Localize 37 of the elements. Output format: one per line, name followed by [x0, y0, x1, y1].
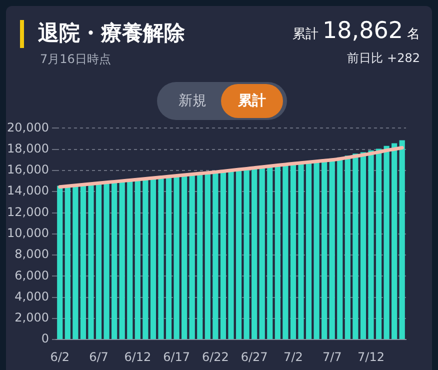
bar [376, 148, 382, 340]
bar [337, 157, 343, 340]
chart-title: 退院・療養解除 [38, 20, 185, 47]
bar [352, 154, 358, 340]
bar [368, 150, 374, 340]
x-tick-label: 7/7 [322, 350, 342, 364]
y-tick-label: 14,000 [6, 184, 49, 198]
x-tick-label: 7/12 [358, 350, 384, 364]
x-tick-label: 6/27 [240, 350, 268, 364]
y-tick-label: 12,000 [6, 204, 49, 219]
toggle-switch: 新規 累計 [157, 82, 287, 120]
bar [399, 140, 405, 340]
text: 前日比 +282 [347, 50, 420, 67]
bar [360, 152, 366, 340]
y-tick-label: 20,000 [6, 120, 49, 134]
bar [392, 143, 398, 340]
x-tick-label: 6/17 [163, 350, 190, 364]
y-tick-label: 6,000 [14, 268, 49, 282]
line-series [58, 146, 404, 189]
y-tick-label: 18,000 [6, 141, 49, 156]
x-tick-label: 6/2 [50, 350, 70, 364]
x-tick-label: 6/7 [89, 350, 108, 364]
chart-subtitle: 7月16日時点 [40, 51, 111, 68]
x-tick-label: 6/12 [124, 350, 152, 364]
bar [57, 186, 63, 340]
y-tick-label: 8,000 [14, 247, 49, 262]
y-tick-label: 4,000 [14, 289, 49, 304]
x-tick-label: 7/2 [284, 350, 303, 364]
bar [344, 156, 350, 340]
x-tick-label: 6/22 [202, 350, 229, 364]
bar [384, 146, 390, 340]
y-tick-label: 0 [41, 332, 49, 346]
y-tick-label: 2,000 [14, 310, 49, 325]
y-tick-label: 10,000 [6, 226, 49, 240]
y-tick-label: 16,000 [6, 162, 49, 177]
bar [322, 159, 328, 340]
text: 累計 18,862 名 [292, 18, 420, 44]
